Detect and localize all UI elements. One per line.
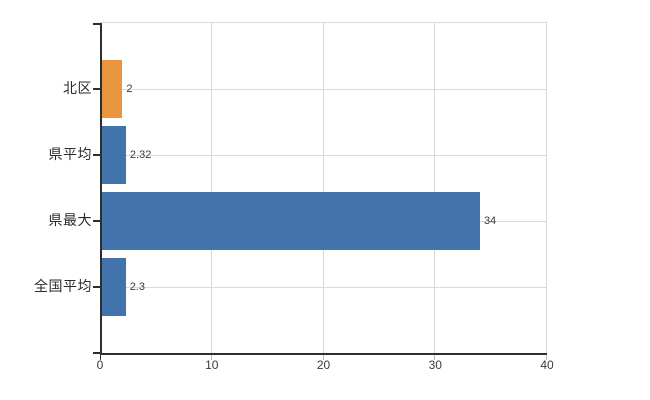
plot-area: 2 2.32 34 2.3 [93,22,547,360]
bar [100,126,126,184]
y-axis-tick [93,286,100,288]
x-axis-tick-label: 30 [428,358,442,372]
category-label: 全国平均 [34,278,92,294]
category-label: 県平均 [48,146,92,162]
y-axis-tick [93,88,100,90]
category-label: 北区 [63,80,92,96]
y-axis-line [100,23,102,353]
x-axis-tick-label: 40 [540,358,554,372]
y-axis-tick [93,220,100,222]
bar-value-label: 2.3 [129,281,145,293]
x-axis-tick [546,355,547,360]
y-axis-tick [93,23,100,25]
category-label: 県最大 [48,212,92,228]
x-axis-tick [100,355,101,360]
x-axis-tick [210,355,212,360]
bar [100,60,123,118]
x-axis-line [100,353,547,355]
bar [100,258,126,316]
y-axis-tick [93,154,100,156]
vertical-gridline [210,23,212,353]
x-axis-tick-label: 0 [96,358,104,372]
bar [100,192,480,250]
bar-value-label: 2.32 [129,149,152,161]
x-axis-tick [434,355,436,360]
horizontal-gridline [100,155,547,156]
vertical-gridline [546,23,547,353]
bar-value-label: 34 [483,215,497,227]
vertical-gridline [322,23,324,353]
x-axis-tick [322,355,324,360]
horizontal-gridline [100,89,547,90]
y-axis-tick [93,352,100,354]
bar-value-label: 2 [126,83,133,95]
x-axis-tick-label: 10 [205,358,219,372]
x-axis-tick-label: 20 [316,358,331,372]
vertical-gridline [434,23,436,353]
horizontal-gridline [100,287,547,288]
